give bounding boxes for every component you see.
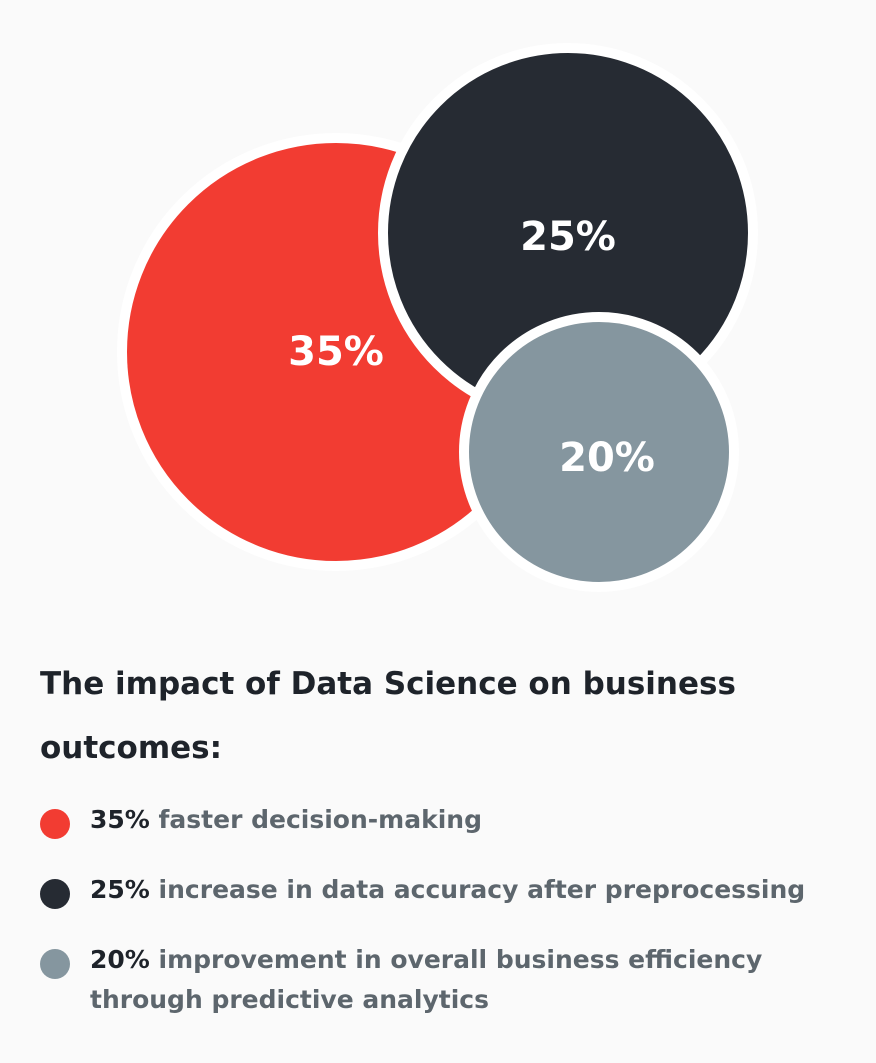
bubble-label-25: 25% [520, 214, 616, 260]
bubble-label-20: 20% [559, 435, 655, 481]
bubble-label-35: 35% [288, 329, 384, 375]
legend-text-20: improvement in overall business efficien… [90, 945, 763, 1014]
legend-item-25: 25% increase in data accuracy after prep… [40, 870, 840, 910]
bubble-circle-20 [459, 312, 739, 592]
legend-dot-red [40, 809, 70, 839]
legend-value-20: 20% [90, 945, 159, 974]
legend-item-20: 20% improvement in overall business effi… [40, 940, 840, 1020]
legend-dot-dark [40, 879, 70, 909]
bubble-chart: 35% 25% 20% [122, 48, 753, 592]
legend-item-35: 35% faster decision-making [40, 800, 840, 840]
legend-value-25: 25% [90, 875, 159, 904]
chart-title: The impact of Data Science on business o… [40, 666, 736, 766]
legend-text-35: faster decision-making [158, 805, 482, 834]
bubble-20: 20% [459, 312, 739, 592]
legend-value-35: 35% [90, 805, 159, 834]
legend: 35% faster decision-making 25% increase … [40, 800, 840, 1050]
legend-dot-grey [40, 949, 70, 979]
legend-text-25: increase in data accuracy after preproce… [158, 875, 806, 904]
